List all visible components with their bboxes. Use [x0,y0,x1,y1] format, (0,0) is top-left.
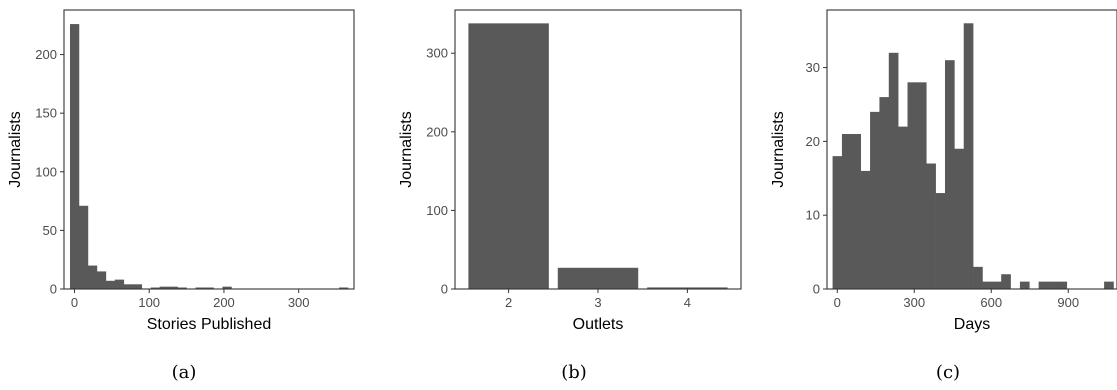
histogram-bar [1104,281,1114,289]
bar-outlets-2 [468,23,549,289]
y-axis-label: Journalists [7,111,24,187]
y-tick-label: 100 [35,164,57,179]
y-tick-label: 200 [35,47,57,62]
histogram-bar [159,286,169,289]
histogram-bar [851,134,861,289]
y-tick-label: 20 [806,134,820,149]
x-tick-label: 600 [980,295,1002,310]
panel-caption: (a) [172,362,197,383]
y-tick-label: 0 [813,282,820,297]
histogram-bar [1001,274,1011,289]
chart-panel-a: 0 50 100 150 200 0 100 200 300 Stories Published J… [7,9,355,383]
histogram-bar [339,287,349,289]
panel-caption: (c) [936,362,960,383]
histogram-bar [1019,281,1030,289]
histogram-bar [973,266,983,289]
plot-border [826,9,1117,290]
histogram-bar [879,97,890,289]
histogram-bar [916,82,927,289]
panel-caption: (b) [561,362,587,383]
y-tick-label: 30 [806,60,820,75]
histogram-bar [991,281,1002,289]
x-tick-label: 2 [505,295,512,310]
histogram-bar [168,286,178,289]
x-tick-label: 0 [834,295,841,310]
histogram-bar [898,126,908,289]
x-axis-label: Outlets [573,316,624,333]
histogram-bar [888,52,899,289]
histogram-bar [105,280,116,289]
x-tick-label: 900 [1057,295,1079,310]
x-tick-label: 0 [71,295,78,310]
histogram-bar [195,287,205,289]
y-tick-label: 150 [35,106,57,121]
histogram-bar [150,287,160,289]
histogram-bar [926,163,936,289]
x-tick-label: 300 [903,295,925,310]
y-tick-label: 100 [426,203,448,218]
y-tick-label: 0 [50,282,57,297]
histogram-bar [132,284,143,289]
histogram-bar [1057,281,1068,289]
histogram-bar [982,281,993,289]
histogram-bar [954,148,965,289]
x-axis-label: Stories Published [147,316,272,333]
x-tick-label: 4 [684,295,691,310]
x-axis-label: Days [954,316,990,333]
histogram-bar [870,111,880,289]
y-axis-label: Journalists [770,111,787,187]
histogram-bar [907,82,918,289]
x-tick-label: 3 [594,295,601,310]
x-tick-label: 200 [213,295,235,310]
histogram-bar [860,170,871,289]
y-tick-label: 10 [806,208,820,223]
histogram-bar [87,265,98,289]
histogram-bar [123,284,134,289]
histogram-bar [114,279,125,289]
histogram-bar [841,134,852,289]
plot-border [63,9,355,290]
histogram-bar [69,24,80,289]
histogram-bar [222,286,232,289]
histogram-bar [177,287,187,289]
y-tick-label: 200 [426,124,448,139]
histogram-bar [935,193,946,289]
histogram-bar [78,205,89,289]
y-tick-label: 50 [43,223,57,238]
y-axis-label: Journalists [398,111,415,187]
chart-panel-b: 0 100 200 300 2 3 4 Outlets Journalists (b) [398,9,742,383]
histogram-bar [96,271,107,289]
bar-outlets-3 [557,267,639,289]
histogram-bar [963,23,974,290]
histogram-bar [204,287,214,289]
histogram-bar [832,156,843,289]
y-tick-label: 300 [426,46,448,61]
histogram-bar [1048,281,1058,289]
histogram-bar [944,60,955,289]
x-tick-label: 300 [288,295,310,310]
bar-outlets-4 [647,287,728,289]
x-tick-label: 100 [138,295,160,310]
y-tick-label: 0 [441,282,448,297]
histogram-bar [1038,281,1049,289]
